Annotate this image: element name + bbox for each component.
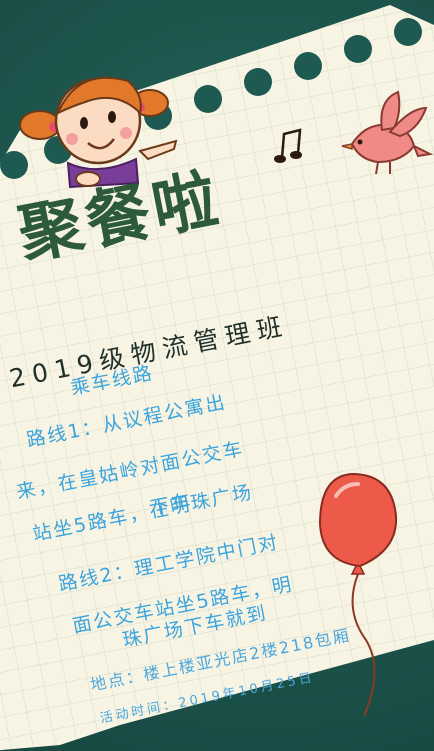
balloon-illustration <box>300 470 410 720</box>
bird-illustration <box>338 86 434 182</box>
music-note-icon <box>272 128 306 168</box>
